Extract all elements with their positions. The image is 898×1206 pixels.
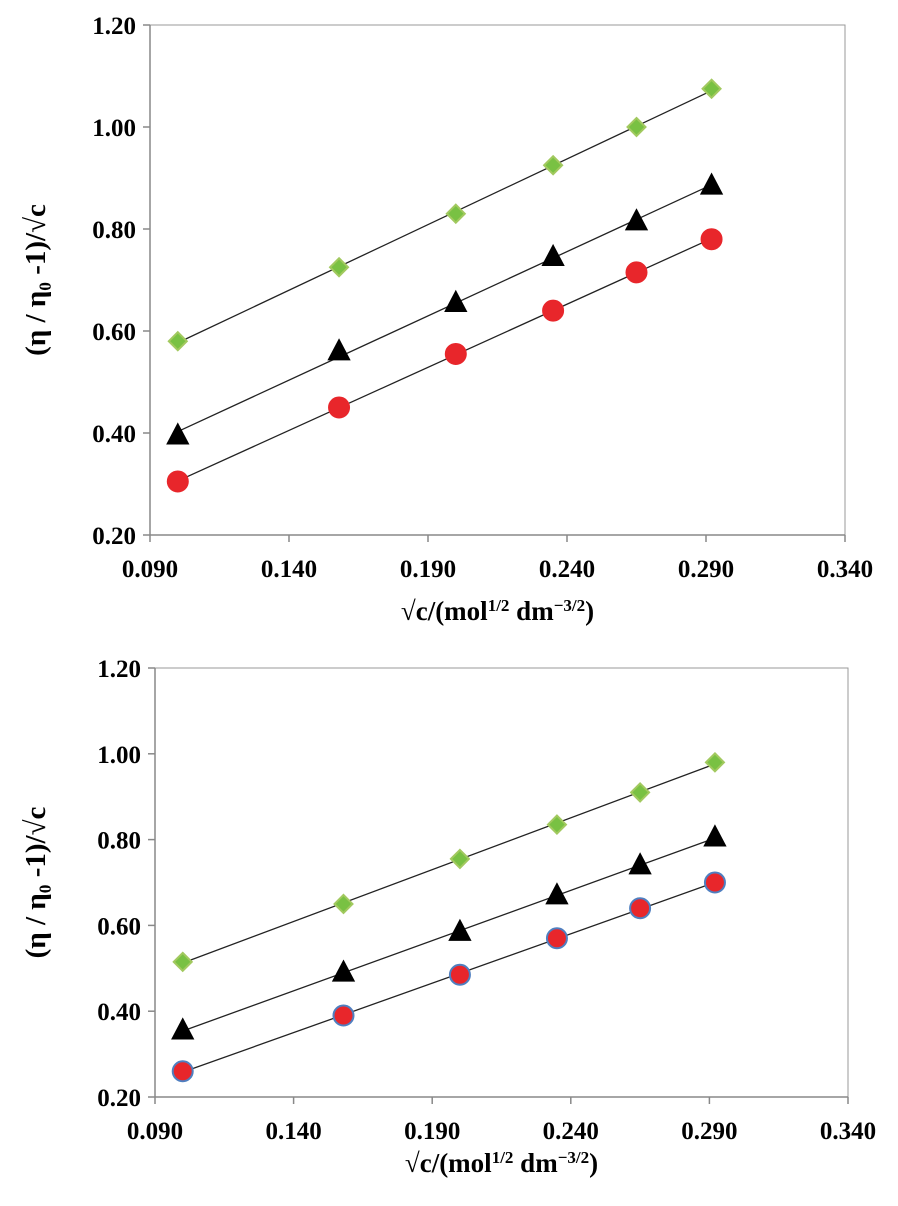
x-axis-label-sup: −3/2: [558, 1148, 589, 1167]
point: [448, 918, 472, 941]
y-tick-label: 0.80: [92, 217, 136, 244]
y-tick-label: 0.20: [92, 523, 136, 550]
point: [699, 172, 724, 195]
y-tick-label: 0.60: [92, 319, 136, 346]
trendline: [177, 90, 712, 344]
x-axis-label-part: √c/(mol: [405, 1148, 492, 1178]
plot-frame: [149, 24, 846, 536]
y-tick-label: 1.20: [97, 656, 141, 683]
x-tick-label: 0.190: [404, 1118, 460, 1145]
x-tick-label: 0.290: [681, 1118, 737, 1145]
point: [328, 256, 350, 278]
point: [624, 208, 649, 231]
x-tick-label: 0.290: [678, 556, 734, 583]
point: [703, 871, 726, 894]
point: [328, 396, 351, 419]
trendline: [182, 763, 716, 964]
y-tick-label: 1.00: [97, 742, 141, 769]
y-tick-label: 1.00: [92, 115, 136, 142]
point: [542, 154, 564, 176]
x-axis-label-part: ): [585, 596, 594, 626]
point: [542, 299, 565, 322]
y-tick-label: 0.80: [97, 828, 141, 855]
trendline: [177, 184, 712, 433]
point: [626, 116, 647, 138]
plot-frame: [154, 667, 849, 1098]
point: [545, 882, 569, 905]
x-axis-label-part: dm: [513, 1148, 558, 1178]
point: [167, 330, 189, 352]
point: [449, 848, 471, 870]
point: [545, 927, 568, 950]
point: [629, 781, 651, 803]
point: [701, 78, 722, 100]
point: [546, 814, 568, 835]
point: [703, 824, 727, 847]
point: [445, 203, 467, 225]
point: [448, 963, 471, 986]
point: [541, 243, 565, 267]
x-axis-label-sup: 1/2: [492, 1148, 514, 1167]
x-tick-label: 0.190: [400, 556, 456, 583]
y-tick-label: 1.20: [92, 13, 136, 40]
y-axis-label: (η / η₀ -1)/√c: [20, 807, 52, 959]
point: [444, 289, 468, 312]
x-axis-label-part: √c/(mol: [401, 596, 488, 626]
point: [166, 422, 190, 445]
x-tick-label: 0.140: [265, 1118, 321, 1145]
x-tick-label: 0.340: [817, 556, 873, 583]
point: [171, 1017, 195, 1040]
point: [327, 338, 351, 361]
x-tick-label: 0.140: [261, 556, 317, 583]
point: [628, 852, 652, 875]
point: [332, 1004, 355, 1027]
point: [171, 1060, 194, 1083]
y-tick-label: 0.40: [92, 421, 136, 448]
x-axis-label: √c/(mol1/2 dm−3/2): [405, 1148, 598, 1179]
point: [629, 897, 652, 920]
point: [700, 228, 723, 251]
trendline: [177, 237, 712, 482]
y-tick-label: 0.20: [97, 1085, 141, 1112]
y-axis-label: (η / η₀ -1)/√c: [20, 204, 52, 356]
y-tick-label: 0.60: [97, 913, 141, 940]
point: [172, 951, 194, 973]
x-axis-label-sup: 1/2: [488, 596, 510, 615]
x-tick-label: 0.340: [820, 1118, 876, 1145]
x-axis-label-part: ): [589, 1148, 598, 1178]
point: [704, 751, 726, 773]
x-tick-label: 0.240: [539, 556, 595, 583]
point: [166, 470, 189, 493]
trendline: [182, 837, 716, 1032]
point: [331, 959, 356, 982]
x-tick-label: 0.090: [122, 556, 178, 583]
y-tick-label: 0.40: [97, 999, 141, 1026]
x-tick-label: 0.240: [543, 1118, 599, 1145]
point: [333, 893, 354, 915]
x-axis-label-part: dm: [509, 596, 554, 626]
point: [444, 342, 467, 365]
x-axis-label: √c/(mol1/2 dm−3/2): [401, 596, 594, 627]
x-axis-label-sup: −3/2: [554, 596, 585, 615]
point: [625, 261, 648, 284]
x-tick-label: 0.090: [127, 1118, 183, 1145]
trendline: [182, 881, 716, 1073]
